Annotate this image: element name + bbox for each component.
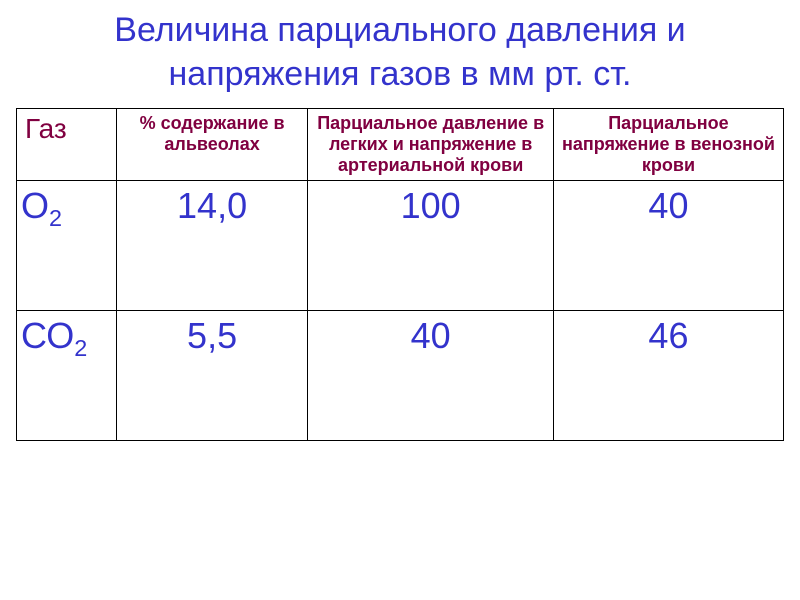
arterial-value: 40 [308, 311, 553, 441]
table-row: О2 14,0 100 40 [17, 181, 784, 311]
gas-label-co2: СО2 [17, 311, 117, 441]
page-title: Величина парциального давления и напряже… [16, 8, 784, 96]
gas-label-o2: О2 [17, 181, 117, 311]
table-header-row: Газ % содержание в альвеолах Парциальное… [17, 109, 784, 181]
venous-value: 40 [553, 181, 783, 311]
header-gas: Газ [17, 109, 117, 181]
table-row: СО2 5,5 40 46 [17, 311, 784, 441]
header-venous: Парциальное напряжение в венозной крови [553, 109, 783, 181]
gas-pressure-table: Газ % содержание в альвеолах Парциальное… [16, 108, 784, 441]
alveoli-value: 14,0 [116, 181, 308, 311]
alveoli-value: 5,5 [116, 311, 308, 441]
venous-value: 46 [553, 311, 783, 441]
header-alveoli: % содержание в альвеолах [116, 109, 308, 181]
header-arterial: Парциальное давление в легких и напряжен… [308, 109, 553, 181]
arterial-value: 100 [308, 181, 553, 311]
